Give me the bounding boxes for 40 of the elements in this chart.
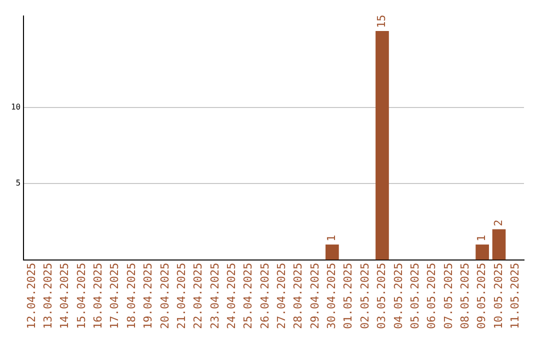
x-tick-label: 21.04.2025 (174, 262, 188, 330)
x-tick-label: 17.04.2025 (108, 262, 122, 330)
x-tick-label: 07.05.2025 (442, 262, 455, 330)
x-tick-label: 04.05.2025 (392, 262, 405, 330)
x-tick-label: 03.05.2025 (375, 262, 388, 330)
x-tick-label: 01.05.2025 (342, 262, 355, 330)
x-tick-label: 11.05.2025 (508, 262, 522, 330)
x-tick-label: 16.04.2025 (92, 262, 105, 330)
data-label: 1 (325, 234, 338, 242)
x-tick-label: 25.04.2025 (242, 262, 255, 330)
x-tick-label: 27.04.2025 (275, 262, 288, 330)
x-tick-label: 12.04.2025 (24, 262, 38, 330)
bar (492, 229, 506, 260)
x-tick-label: 19.04.2025 (142, 262, 155, 330)
x-tick-label: 22.04.2025 (192, 262, 205, 330)
data-label: 15 (375, 14, 388, 28)
data-label: 2 (492, 220, 505, 226)
y-tick-label: 5 (16, 178, 21, 188)
x-tick-label: 02.05.2025 (358, 262, 372, 330)
x-tick-label: 09.05.2025 (475, 262, 488, 330)
x-tick-label: 08.05.2025 (458, 262, 472, 330)
x-tick-label: 15.04.2025 (74, 262, 88, 330)
x-tick-label: 23.04.2025 (208, 262, 222, 330)
bar (476, 244, 489, 260)
y-tick-label: 10 (10, 102, 21, 112)
x-tick-label: 05.05.2025 (408, 262, 422, 330)
x-tick-label: 26.04.2025 (258, 262, 272, 330)
x-tick-label: 13.04.2025 (42, 262, 55, 330)
x-tick-label: 30.04.2025 (325, 262, 338, 330)
x-tick-label: 14.04.2025 (58, 262, 72, 330)
data-label: 1 (475, 234, 488, 242)
bar (376, 31, 389, 260)
bar (326, 244, 339, 260)
x-tick-label: 29.04.2025 (308, 262, 322, 330)
x-tick-label: 24.04.2025 (224, 262, 238, 330)
x-tick-label: 18.04.2025 (124, 262, 138, 330)
x-tick-label: 10.05.2025 (492, 262, 505, 330)
x-tick-label: 06.05.2025 (425, 262, 438, 330)
x-tick-label: 28.04.2025 (292, 262, 305, 330)
x-tick-label: 20.04.2025 (158, 262, 172, 330)
